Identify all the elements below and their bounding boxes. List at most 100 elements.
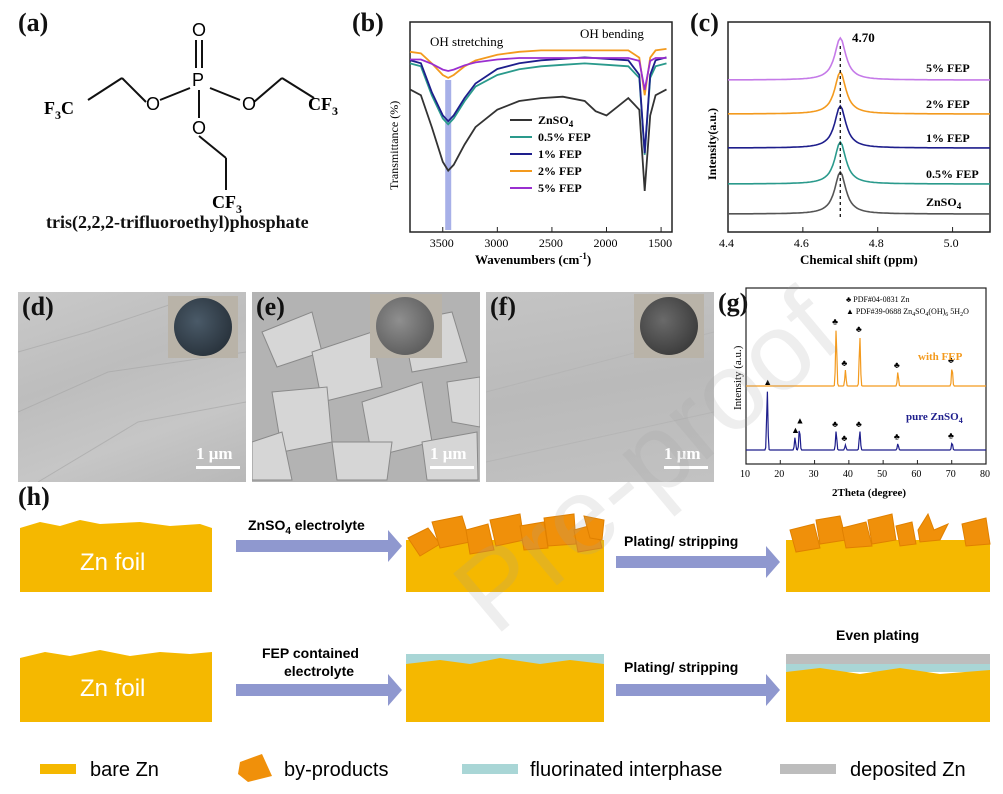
row2-arrow2: [616, 674, 780, 706]
row2-zn-foil: Zn foil: [20, 650, 212, 722]
ftir-legend-label-1: 0.5% FEP: [538, 130, 591, 144]
row2-step1-line1: FEP contained: [262, 645, 359, 661]
ftir-tick-label-2000: 2000: [594, 236, 618, 250]
group-f3c: F3C: [44, 98, 74, 122]
legend-swatch-by-products: [238, 754, 272, 782]
ftir-series-4: [410, 57, 667, 91]
sem-image-e: 1 μm: [252, 292, 480, 482]
ftir-legend-label-2: 1% FEP: [538, 147, 582, 161]
row2-even-plating: Even plating: [836, 627, 919, 643]
nmr-chart: 4.4 4.6 4.8 5.0 4.70 Intensity(a.u.) Chemic…: [705, 21, 991, 267]
legend-swatch-bare-zn: [40, 764, 76, 774]
ftir-annotation-bending: OH bending: [580, 26, 644, 41]
xrd-legend-zn: ♣ PDF#04-0831 Zn: [846, 295, 909, 304]
nmr-series-4: [728, 36, 990, 81]
nmr-xlabel: Chemical shift (ppm): [800, 252, 918, 267]
ftir-tick-label-3000: 3000: [484, 236, 508, 250]
row2-step1-line2: electrolyte: [284, 663, 354, 679]
xrd-marker-0-4: ♣: [948, 355, 954, 365]
ftir-chart: 3500 3000 2500 2000 1500 OH stretching OH be…: [387, 21, 673, 267]
nmr-series-label-2: 1% FEP: [926, 131, 970, 145]
panel-label-a: (a): [18, 8, 49, 37]
atom-o-left: O: [146, 94, 160, 114]
xrd-tick-label-30: 30: [809, 469, 819, 480]
xrd-series-1: [746, 391, 986, 451]
ftir-legend-label-4: 5% FEP: [538, 181, 582, 195]
row1-arrow1: [236, 530, 402, 562]
schematic: Zn foil ZnSO4 electrolyte Plating/ strip…: [20, 512, 991, 782]
xrd-ylabel: Intensity (a.u.): [732, 345, 744, 410]
xrd-marker-1-4: ♣: [841, 433, 847, 443]
scale-bar-e: [430, 466, 474, 469]
sem-inset-photo-d: [168, 296, 238, 358]
xrd-marker-1-5: ♣: [856, 419, 862, 429]
row1-arrow2: [616, 546, 780, 578]
ftir-annotation-stretching: OH stretching: [430, 34, 504, 49]
row2-zn-foil-label: Zn foil: [80, 675, 145, 702]
legend-by-products: by-products: [284, 759, 389, 781]
nmr-peak-label: 4.70: [852, 30, 875, 45]
xrd-series-0: [746, 330, 986, 387]
xrd-marker-0-1: ♣: [841, 358, 847, 368]
row1-dendrite-foil: [786, 512, 991, 592]
xrd-marker-0-2: ♣: [856, 324, 862, 334]
ftir-plot-frame: [409, 21, 673, 233]
ftir-peak-marker: [445, 80, 452, 230]
row2-step2-label: Plating/ stripping: [624, 659, 738, 675]
group-cf3-right: CF3: [308, 94, 338, 118]
ftir-legend-label-3: 2% FEP: [538, 164, 582, 178]
xrd-series-label-pure: pure ZnSO4: [906, 411, 963, 425]
panel-label-b: (b): [352, 8, 384, 37]
row2-deposited-foil: [786, 654, 990, 722]
xrd-tick-label-20: 20: [774, 469, 784, 480]
ftir-tick-label-2500: 2500: [539, 236, 563, 250]
scale-label-d: 1 μm: [196, 444, 233, 463]
row1-corroded-foil: [406, 513, 605, 592]
scale-bar-f: [664, 466, 708, 469]
ftir-legend-label-0: ZnSO4: [538, 113, 574, 129]
compound-name: tris(2,2,2-trifluoroethyl)phosphate: [46, 212, 309, 232]
ftir-series-2: [409, 56, 667, 154]
nmr-ylabel: Intensity(a.u.): [705, 108, 719, 180]
sem-inset-photo-f: [634, 294, 704, 358]
nmr-series-label-4: ZnSO4: [926, 195, 962, 211]
ftir-tick-label-3500: 3500: [430, 236, 454, 250]
nmr-series-label-0: 5% FEP: [926, 61, 970, 75]
row2-arrow1: [236, 674, 402, 706]
xrd-tick-label-50: 50: [877, 469, 887, 480]
xrd-tick-label-40: 40: [843, 469, 853, 480]
xrd-marker-1-7: ♣: [948, 430, 954, 440]
xrd-legend-byproduct: ▲ PDF#39-0688 Zn4SO4(OH)6 5H2O: [846, 307, 969, 318]
scale-label-e: 1 μm: [430, 444, 467, 463]
row1-step1-label: ZnSO4 electrolyte: [248, 517, 365, 537]
nmr-series-2: [728, 104, 990, 149]
sem-inset-photo-e: [370, 294, 442, 358]
legend-interphase: fluorinated interphase: [530, 759, 722, 781]
sem-image-d: 1 μm: [18, 292, 246, 482]
ftir-tick-label-1500: 1500: [648, 236, 672, 250]
panel-label-e: (e): [256, 292, 285, 321]
atom-o-bottom: O: [192, 118, 206, 138]
panel-label-c: (c): [690, 8, 719, 37]
nmr-series-1: [728, 140, 990, 185]
xrd-plot-frame: [745, 287, 987, 465]
panel-label-g: (g): [718, 288, 749, 317]
atom-o-right: O: [242, 94, 256, 114]
nmr-tick-label-3: 5.0: [944, 236, 959, 250]
nmr-series-0: [728, 170, 990, 215]
ftir-ylabel: Transmittance (%): [387, 101, 401, 190]
nmr-series-label-3: 0.5% FEP: [926, 167, 979, 181]
legend-bare-zn: bare Zn: [90, 759, 159, 781]
xrd-marker-1-6: ♣: [894, 432, 900, 442]
xrd-series-label-with: with FEP: [918, 351, 963, 363]
xrd-marker-1-0: ▲: [763, 377, 772, 387]
row1-zn-foil: Zn foil: [20, 520, 212, 592]
xrd-marker-0-0: ♣: [832, 316, 838, 326]
xrd-chart: ♣♣♣♣♣▲▲▲ ♣♣♣♣ ♣ 10 20 30 40 50 60 70 80 Intensity…: [732, 287, 990, 499]
xrd-marker-1-2: ▲: [795, 416, 804, 426]
xrd-tick-label-10: 10: [740, 469, 750, 480]
xrd-marker-0-3: ♣: [894, 360, 900, 370]
group-cf3-bottom: CF3: [212, 192, 242, 216]
panel-label-d: (d): [22, 292, 54, 321]
xrd-tick-label-80: 80: [980, 469, 990, 480]
